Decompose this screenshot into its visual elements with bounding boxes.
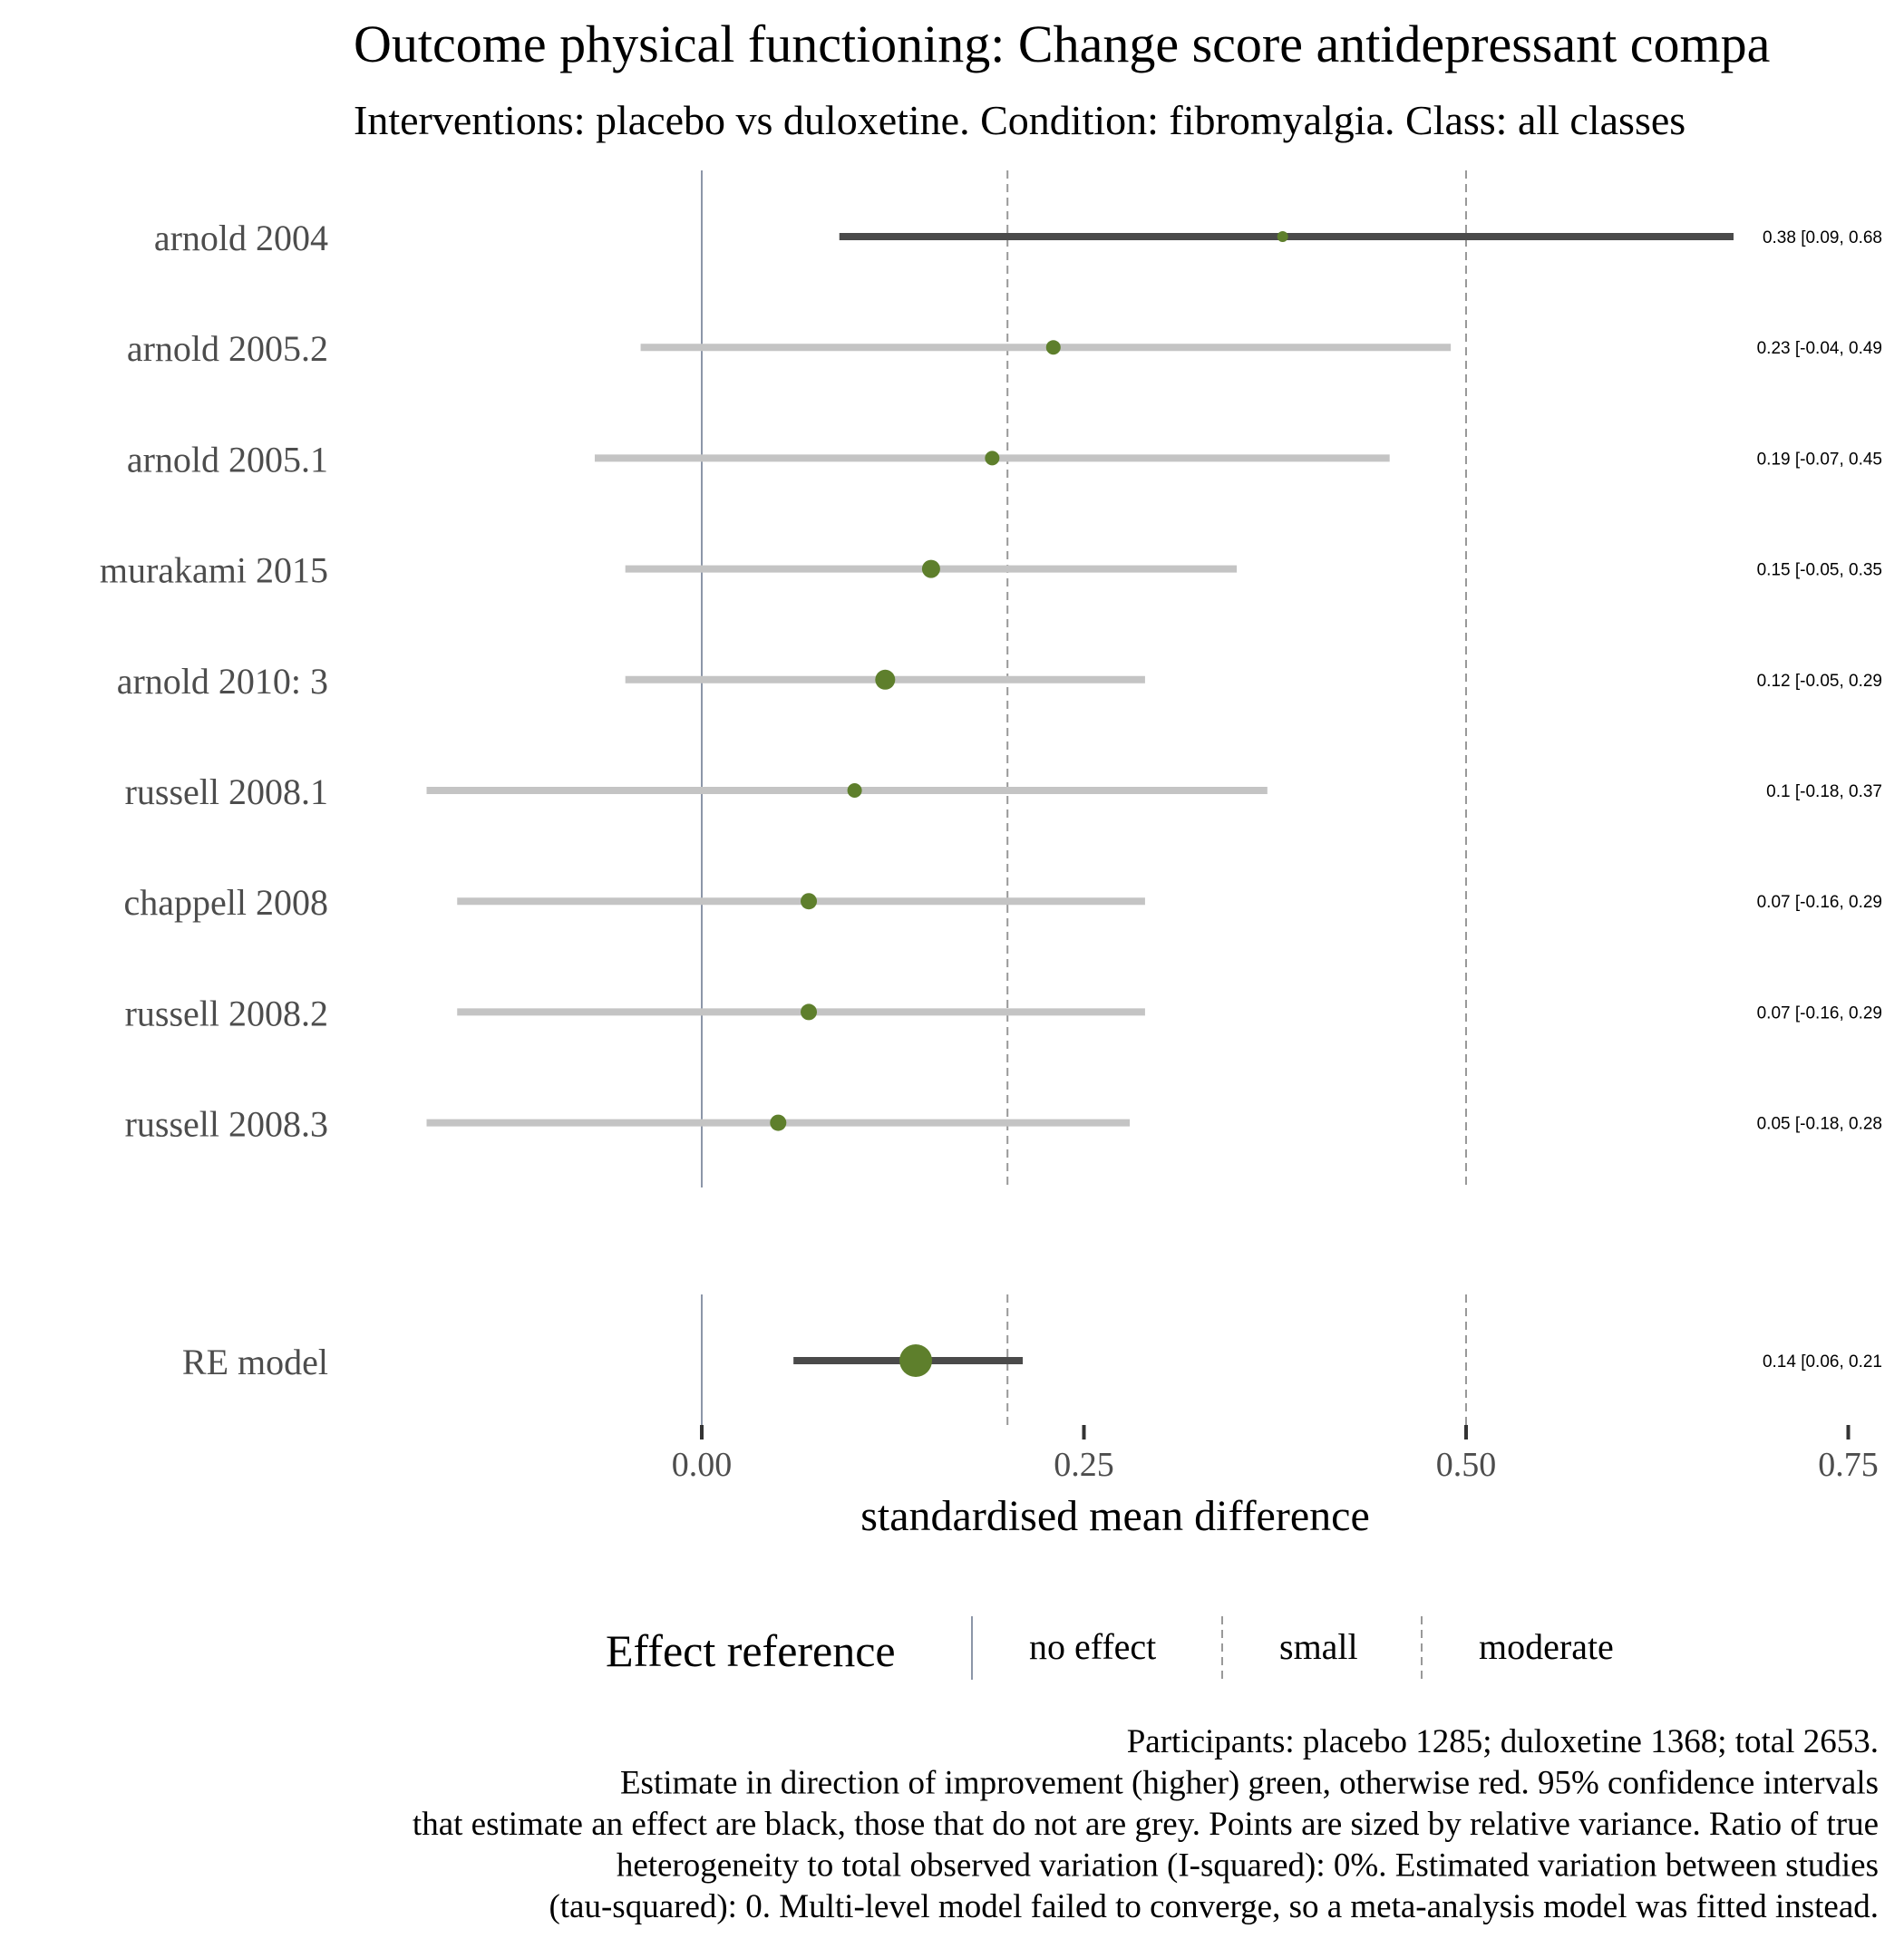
x-tick-label-0.50: 0.50 <box>1436 1446 1497 1484</box>
estimate-label-russell-2008-3: 0.05 [-0.18, 0.28 <box>1757 1115 1882 1134</box>
caption-line-4: heterogeneity to total observed variatio… <box>617 1847 1879 1885</box>
estimate-label-russell-2008-2: 0.07 [-0.16, 0.29 <box>1757 1003 1882 1023</box>
x-tick-label-0.75: 0.75 <box>1818 1446 1879 1484</box>
row-label-russell-2008-2: russell 2008.2 <box>125 993 328 1033</box>
estimate-point-re-model <box>899 1344 933 1377</box>
row-label-chappell-2008: chappell 2008 <box>124 882 329 923</box>
caption-line-1: Participants: placebo 1285; duloxetine 1… <box>1127 1723 1879 1760</box>
x-axis-label: standardised mean difference <box>860 1492 1370 1540</box>
estimate-point-arnold-2005-1 <box>985 451 1000 466</box>
estimate-point-russell-2008-1 <box>847 783 862 798</box>
caption: Participants: placebo 1285; duloxetine 1… <box>413 1723 1879 1925</box>
estimate-label-arnold-2005-2: 0.23 [-0.04, 0.49 <box>1757 339 1882 358</box>
estimate-point-arnold-2010-3 <box>875 669 896 690</box>
legend-label-no-effect: no effect <box>1029 1626 1156 1667</box>
x-tick-label-0.00: 0.00 <box>672 1446 733 1484</box>
estimate-label-chappell-2008: 0.07 [-0.16, 0.29 <box>1757 893 1882 912</box>
x-tick-label-0.25: 0.25 <box>1054 1446 1114 1484</box>
row-label-arnold-2004: arnold 2004 <box>154 218 328 258</box>
estimate-label-russell-2008-1: 0.1 [-0.18, 0.37 <box>1766 782 1882 801</box>
estimate-point-arnold-2005-2 <box>1045 340 1061 355</box>
row-label-re-model: RE model <box>182 1342 328 1382</box>
estimate-label-arnold-2004: 0.38 [0.09, 0.68 <box>1763 228 1882 247</box>
caption-line-5: (tau-squared): 0. Multi-level model fail… <box>549 1888 1879 1925</box>
row-label-arnold-2005-1: arnold 2005.1 <box>127 439 328 480</box>
row-label-russell-2008-3: russell 2008.3 <box>125 1104 328 1145</box>
row-label-russell-2008-1: russell 2008.1 <box>125 771 328 812</box>
row-label-arnold-2010-3: arnold 2010: 3 <box>117 661 328 702</box>
estimate-label-arnold-2010-3: 0.12 [-0.05, 0.29 <box>1757 672 1882 691</box>
estimate-point-russell-2008-3 <box>770 1114 787 1131</box>
plot-area: arnold 2004 0.38 [0.09, 0.68 arnold 2005.2… <box>100 170 1882 1484</box>
estimate-label-re-model: 0.14 [0.06, 0.21 <box>1763 1352 1882 1372</box>
legend-label-small: small <box>1279 1626 1358 1667</box>
caption-line-2: Estimate in direction of improvement (hi… <box>620 1765 1879 1802</box>
legend: Effect reference no effect small moderate <box>606 1616 1614 1680</box>
chart-title: Outcome physical functioning: Change sco… <box>354 15 1770 73</box>
legend-label-moderate: moderate <box>1479 1626 1614 1667</box>
legend-title: Effect reference <box>606 1625 896 1676</box>
row-label-murakami-2015: murakami 2015 <box>100 550 328 591</box>
estimate-label-arnold-2005-1: 0.19 [-0.07, 0.45 <box>1757 450 1882 469</box>
estimate-point-russell-2008-2 <box>801 1003 818 1021</box>
caption-line-3: that estimate an effect are black, those… <box>413 1806 1879 1843</box>
estimate-label-murakami-2015: 0.15 [-0.05, 0.35 <box>1757 561 1882 580</box>
estimate-point-murakami-2015 <box>921 559 940 578</box>
estimate-point-chappell-2008 <box>801 893 818 910</box>
chart-subtitle: Interventions: placebo vs duloxetine. Co… <box>354 97 1685 143</box>
estimate-point-arnold-2004 <box>1277 231 1288 242</box>
row-label-arnold-2005-2: arnold 2005.2 <box>127 328 328 369</box>
